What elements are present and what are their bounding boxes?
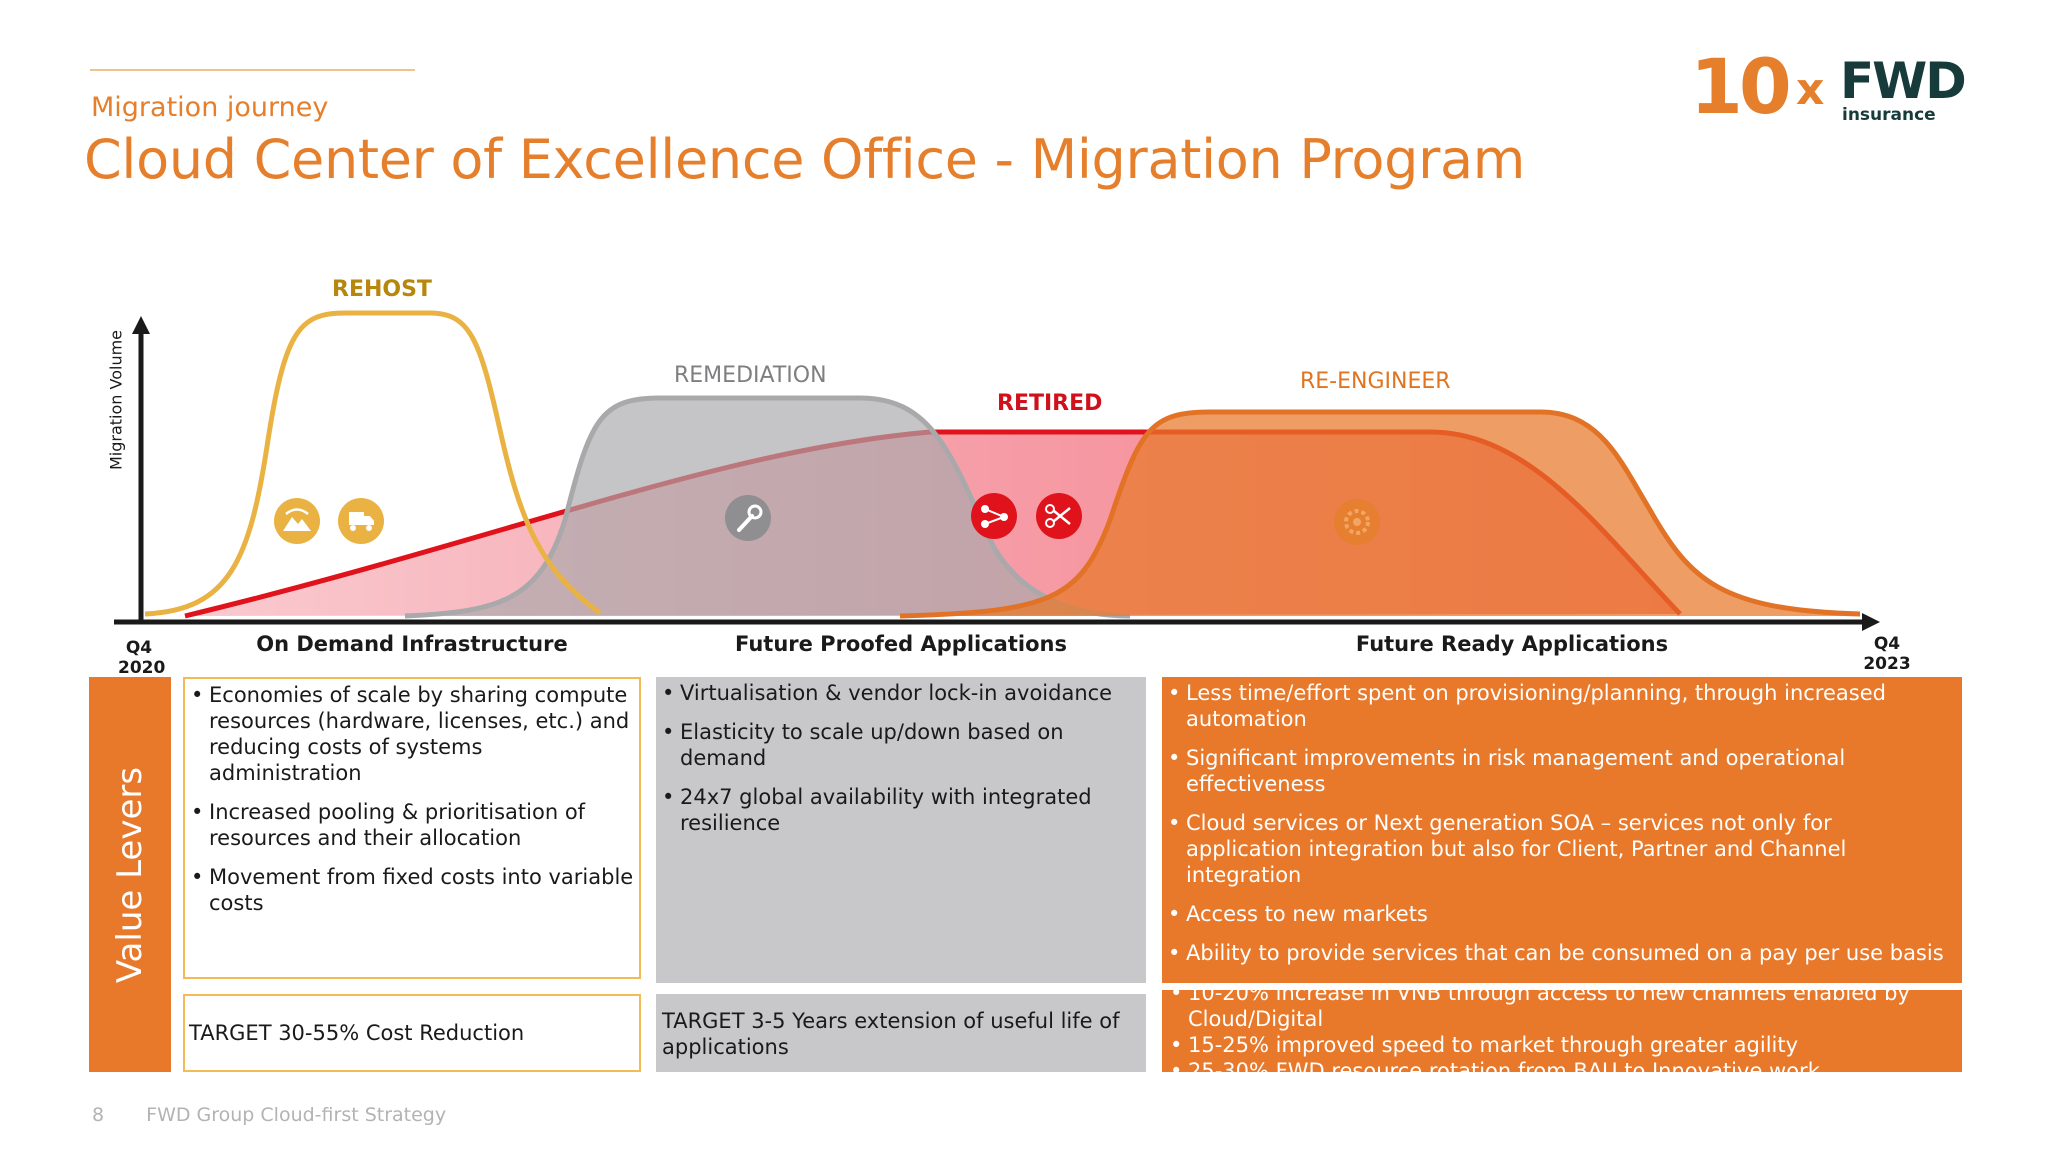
- y-axis-arrow: [132, 316, 150, 334]
- list-item: 25-30% FWD resource rotation from BAU to…: [1168, 1058, 1956, 1072]
- page-subtitle: Migration journey: [91, 92, 329, 123]
- wrench-icon: [725, 495, 771, 541]
- x-axis-arrow: [1862, 613, 1880, 631]
- reengineer-curve: [899, 409, 1861, 619]
- end-year: 2023: [1863, 654, 1911, 674]
- list-item: Virtualisation & vendor lock-in avoidanc…: [660, 680, 1142, 706]
- rehost-curve: [144, 310, 602, 617]
- group-label-ready: Future Ready Applications: [1355, 632, 1669, 656]
- phase-label-remediation: REMEDIATION: [674, 363, 827, 388]
- target-infrastructure: TARGET 30-55% Cost Reduction: [183, 994, 641, 1072]
- logo-x: x: [1796, 64, 1825, 115]
- ready-levers-box: Less time/effort spent on provisioning/p…: [1162, 677, 1962, 983]
- value-levers-label: Value Levers: [110, 766, 150, 983]
- logo-brand: FWD: [1840, 52, 1967, 110]
- start-quarter: Q4: [125, 638, 153, 658]
- remediation-curve: [404, 395, 1131, 619]
- page-number: 8: [92, 1104, 105, 1126]
- truck-icon: [338, 498, 384, 544]
- list-item: 10-20% increase in VNB through access to…: [1168, 990, 1956, 1032]
- page-title: Cloud Center of Excellence Office - Migr…: [84, 128, 1526, 191]
- logo-ten: 10: [1690, 42, 1792, 131]
- scissors-icon: [1036, 493, 1082, 539]
- phase-label-reengineer: RE-ENGINEER: [1300, 369, 1451, 394]
- list-item: Economies of scale by sharing compute re…: [189, 682, 635, 786]
- phase-label-retired: RETIRED: [997, 391, 1103, 416]
- group-label-proofed: Future Proofed Applications: [735, 632, 1067, 656]
- end-quarter: Q4: [1873, 634, 1901, 654]
- footer-text: FWD Group Cloud-first Strategy: [146, 1104, 447, 1126]
- list-item: Cloud services or Next generation SOA – …: [1166, 810, 1954, 888]
- list-item: 15-25% improved speed to market through …: [1168, 1032, 1956, 1058]
- list-item: 24x7 global availability with integrated…: [660, 784, 1142, 836]
- brand-logo: 10 x FWD insurance: [1690, 42, 1980, 132]
- list-item: Elasticity to scale up/down based on dem…: [660, 719, 1142, 771]
- proofed-levers-box: Virtualisation & vendor lock-in avoidanc…: [656, 677, 1146, 983]
- list-item: Less time/effort spent on provisioning/p…: [1166, 680, 1954, 732]
- footer: 8 FWD Group Cloud-first Strategy: [92, 1104, 446, 1126]
- migration-curves-chart: [114, 310, 1880, 631]
- share-network-icon: [971, 493, 1017, 539]
- gear-icon: [1334, 499, 1380, 545]
- list-item: Significant improvements in risk managem…: [1166, 745, 1954, 797]
- list-item: Ability to provide services that can be …: [1166, 940, 1954, 966]
- infrastructure-levers-box: Economies of scale by sharing compute re…: [183, 677, 641, 979]
- start-label: Q4 2020: [118, 638, 166, 678]
- target-proofed: TARGET 3-5 Years extension of useful lif…: [656, 994, 1146, 1072]
- list-item: Increased pooling & prioritisation of re…: [189, 799, 635, 851]
- cloud-mountain-icon: [274, 498, 320, 544]
- header-rule: [90, 69, 415, 71]
- list-item: Movement from fixed costs into variable …: [189, 864, 635, 916]
- group-label-infrastructure: On Demand Infrastructure: [256, 632, 568, 656]
- list-item: Access to new markets: [1166, 901, 1954, 927]
- phase-label-rehost: REHOST: [332, 277, 432, 302]
- logo-tagline: insurance: [1842, 105, 1936, 125]
- start-year: 2020: [118, 658, 166, 678]
- y-axis-label: Migration Volume: [106, 329, 126, 471]
- target-ready: 10-20% increase in VNB through access to…: [1162, 990, 1962, 1072]
- value-levers-bar: Value Levers: [89, 677, 171, 1072]
- end-label: Q4 2023: [1862, 634, 1912, 674]
